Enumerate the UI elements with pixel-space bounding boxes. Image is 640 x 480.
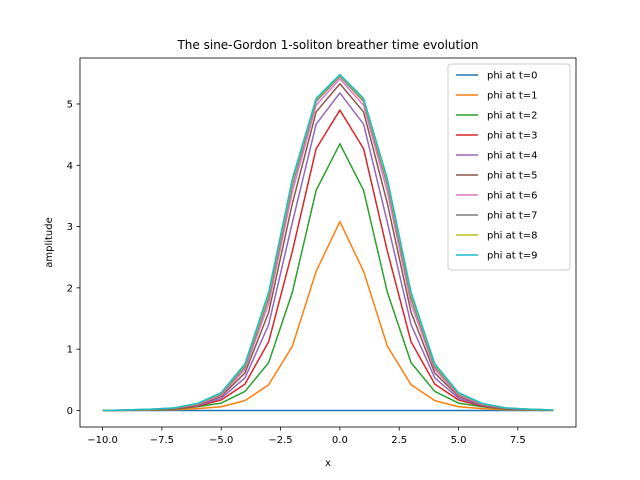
- x-tick-label: −10.0: [87, 435, 118, 446]
- series-layer: [102, 73, 554, 412]
- x-tick-label: 7.5: [510, 435, 526, 446]
- y-tick-label: 1: [67, 345, 73, 356]
- legend-label-t5: phi at t=5: [487, 171, 538, 182]
- x-axis-title: x: [325, 458, 331, 469]
- x-tick-label: 2.5: [391, 435, 407, 446]
- legend-label-t7: phi at t=7: [487, 211, 538, 222]
- legend-label-t4: phi at t=4: [487, 151, 538, 162]
- legend-label-t6: phi at t=6: [487, 191, 538, 202]
- y-tick-label: 5: [67, 99, 73, 110]
- legend-label-t9: phi at t=9: [487, 251, 538, 262]
- legend-label-t2: phi at t=2: [487, 111, 538, 122]
- chart-title: The sine-Gordon 1-soliton breather time …: [176, 38, 478, 52]
- x-tick-label: −2.5: [268, 435, 292, 446]
- x-tick-label: −7.5: [150, 435, 174, 446]
- legend-label-t3: phi at t=3: [487, 131, 538, 142]
- axes-layer: −10.0 −7.5 −5.0 −2.5 0.0 2.5 5.0 7.5 0 1 2 3 4 5: [67, 57, 577, 446]
- y-tick-label: 4: [67, 161, 73, 172]
- y-tick-label: 3: [67, 222, 73, 233]
- plot-frame: [79, 57, 577, 428]
- legend-box: [447, 63, 571, 271]
- x-tick-label: 0.0: [332, 435, 348, 446]
- series-line-t9: [102, 73, 554, 412]
- legend-label-t0: phi at t=0: [487, 71, 538, 82]
- legend: phi at t=0 phi at t=1 phi at t=2 phi at t=3…: [447, 63, 571, 271]
- x-tick-label: −5.0: [209, 435, 233, 446]
- x-tick-label: 5.0: [451, 435, 467, 446]
- y-tick-label: 2: [67, 283, 73, 294]
- legend-label-t1: phi at t=1: [487, 91, 538, 102]
- y-axis-title: amplitude: [44, 217, 55, 268]
- legend-label-t8: phi at t=8: [487, 231, 538, 242]
- y-tick-label: 0: [67, 406, 73, 417]
